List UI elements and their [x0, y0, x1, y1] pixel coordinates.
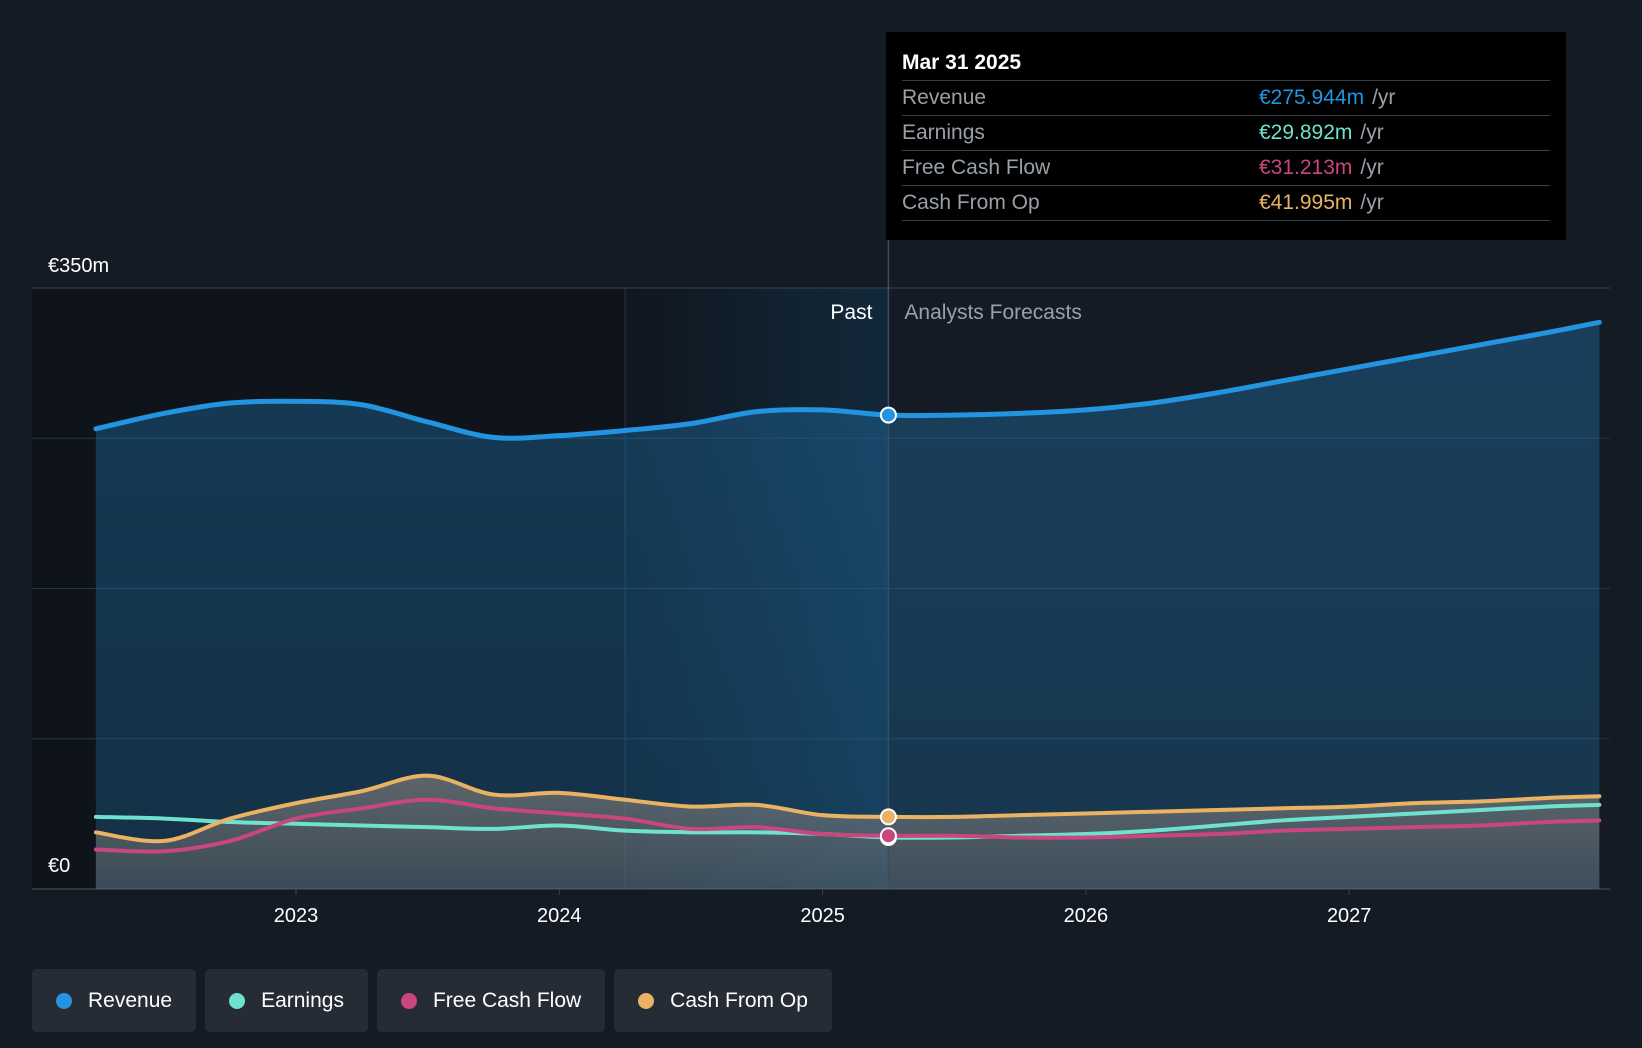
legend-item-earnings[interactable]: Earnings: [205, 969, 368, 1032]
legend-label: Revenue: [88, 988, 173, 1012]
legend-dot-icon: [400, 992, 417, 1009]
tooltip-row-value: €29.892m: [1259, 121, 1353, 144]
tooltip-row-label: Free Cash Flow: [902, 156, 1051, 179]
legend-dot-icon: [638, 992, 655, 1009]
legend-label: Earnings: [261, 988, 344, 1012]
forecast-label: Analysts Forecasts: [904, 301, 1081, 324]
tooltip-row-unit: /yr: [1360, 156, 1384, 179]
legend-dot-icon: [229, 992, 246, 1009]
tooltip-row-value: €31.213m: [1259, 156, 1353, 179]
free-cash-flow-line: [93, 797, 1602, 854]
tooltip-row: Revenue €275.944m/yr: [902, 80, 1550, 115]
legend: Revenue Earnings Free Cash Flow Cash From O…: [32, 969, 832, 1032]
revenue-line: [93, 319, 1602, 441]
y-axis-min-label: €0: [48, 855, 70, 877]
tooltip-row-label: Revenue: [902, 86, 987, 109]
legend-item-revenue[interactable]: Revenue: [32, 969, 197, 1032]
tooltip-row-unit: /yr: [1360, 121, 1384, 144]
x-tick-label: 2027: [1327, 905, 1372, 927]
tooltip-row-unit: /yr: [1360, 191, 1384, 214]
free-cash-flow-marker: [879, 827, 897, 845]
series-lines: [93, 319, 1602, 854]
tooltip-row-unit: /yr: [1372, 86, 1396, 109]
x-tick-label: 2026: [1064, 905, 1109, 927]
x-tick-label: 2025: [800, 905, 845, 927]
revenue-marker: [879, 406, 897, 424]
tooltip-row-label: Earnings: [902, 121, 985, 144]
tooltip-row: Earnings €29.892m/yr: [902, 115, 1550, 150]
tooltip-row: Cash From Op €41.995m/yr: [902, 185, 1550, 221]
x-tick-label: 2023: [274, 905, 319, 927]
tooltip-row-label: Cash From Op: [902, 191, 1040, 214]
tooltip-rows: Revenue €275.944m/yr Earnings €29.892m/yr Fr…: [902, 80, 1550, 221]
tooltip-date: Mar 31 2025: [902, 51, 1022, 74]
legend-item-free-cash-flow[interactable]: Free Cash Flow: [376, 969, 606, 1032]
y-axis-max-label: €350m: [48, 255, 109, 277]
x-axis-ticks: 2023 2024 2025 2026 2027: [274, 889, 1372, 927]
tooltip-row-value: €275.944m: [1259, 86, 1365, 109]
legend-item-cash-from-op[interactable]: Cash From Op: [614, 969, 832, 1032]
past-label: Past: [830, 301, 872, 324]
highlight-markers: [879, 406, 897, 846]
cash-from-op-marker: [879, 808, 897, 826]
cash-from-op-line: [93, 773, 1602, 844]
legend-label: Free Cash Flow: [432, 988, 582, 1012]
revenue-area: [95, 322, 1600, 889]
tooltip-row-value: €41.995m: [1259, 191, 1353, 214]
x-tick-label: 2024: [537, 905, 582, 927]
legend-label: Cash From Op: [670, 988, 808, 1012]
tooltip: Mar 31 2025 Revenue €275.944m/yr Earnings €…: [886, 32, 1566, 240]
tooltip-row: Free Cash Flow €31.213m/yr: [902, 150, 1550, 185]
legend-dot-icon: [56, 992, 72, 1009]
